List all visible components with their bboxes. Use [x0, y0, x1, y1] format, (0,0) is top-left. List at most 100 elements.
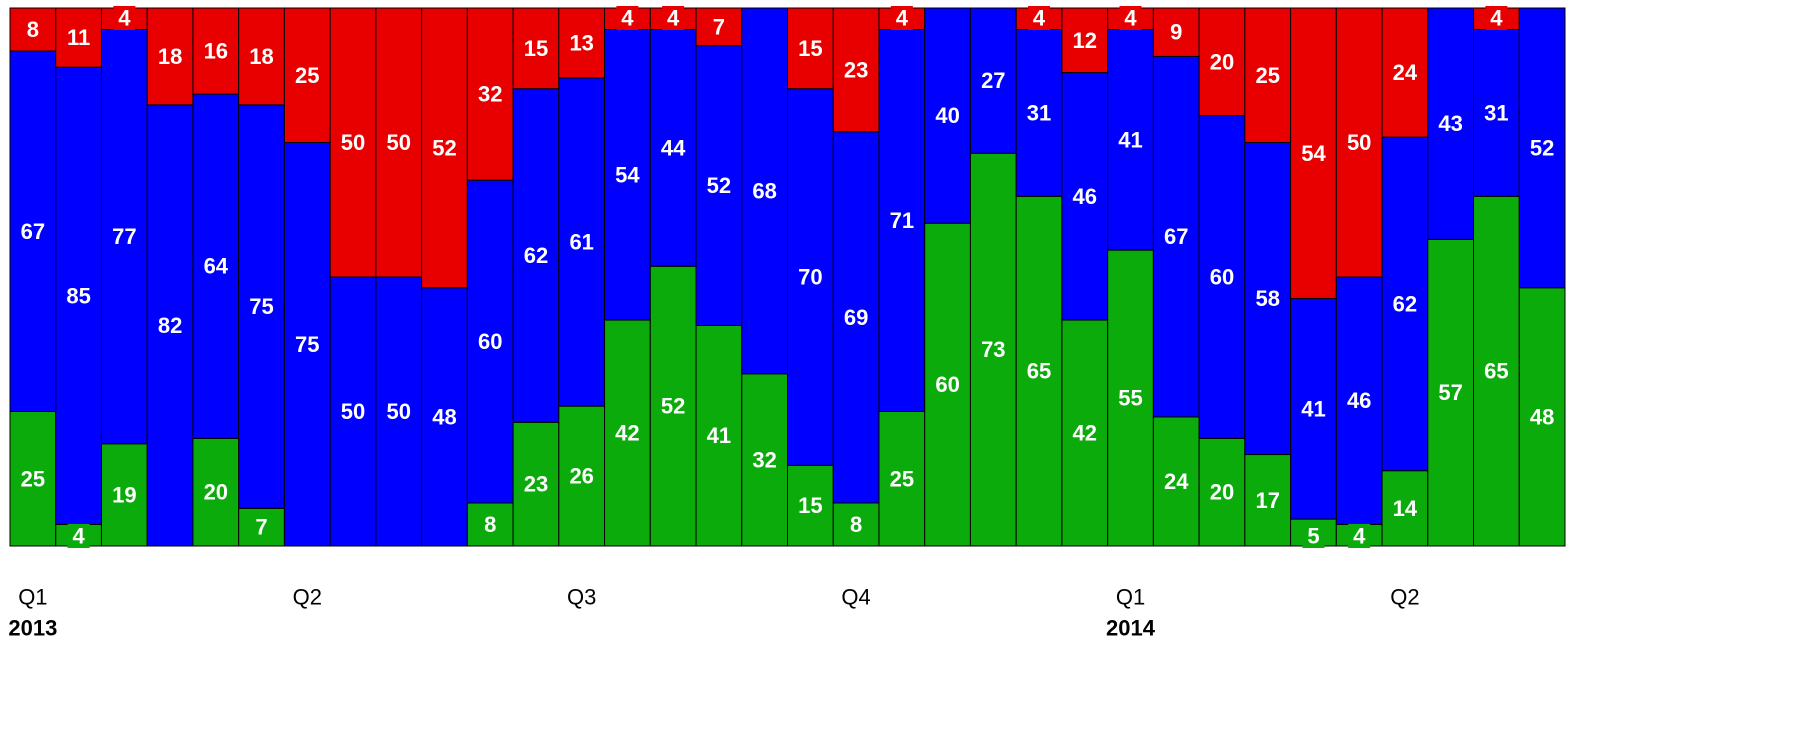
bar-segment [100, 29, 148, 445]
value-label: 25 [890, 466, 914, 491]
value-label: 50 [341, 399, 365, 424]
value-label: 41 [1301, 396, 1325, 421]
bar-segment [1152, 7, 1200, 57]
value-label: 7 [255, 515, 267, 540]
value-label: 42 [1073, 421, 1097, 446]
value-label: 40 [935, 103, 959, 128]
value-label: 15 [798, 36, 822, 61]
value-label: 4 [1124, 6, 1137, 31]
bar-segment [9, 411, 57, 547]
value-label: 44 [661, 135, 686, 160]
value-label: 43 [1438, 111, 1462, 136]
value-label: 17 [1255, 488, 1279, 513]
value-label: 50 [387, 130, 411, 155]
bar-segment [558, 7, 606, 79]
value-label: 60 [1210, 265, 1234, 290]
value-label: 46 [1073, 184, 1097, 209]
value-label: 20 [1210, 49, 1234, 74]
value-label: 16 [204, 39, 228, 64]
value-label: 42 [615, 421, 639, 446]
bar-segment [1335, 276, 1383, 525]
value-label: 52 [1530, 135, 1554, 160]
value-label: 4 [1353, 524, 1366, 549]
bar-segment [1015, 195, 1063, 547]
bar-segment [192, 437, 240, 547]
bar-segment [1061, 72, 1109, 321]
bar-segment [741, 7, 789, 375]
value-label: 26 [569, 464, 593, 489]
value-label: 20 [204, 480, 228, 505]
bar-segment [924, 222, 971, 547]
value-label: 31 [1484, 100, 1508, 125]
value-label: 9 [1170, 20, 1182, 45]
x-tick-label: Q1 [18, 585, 47, 610]
value-label: 41 [1118, 127, 1142, 152]
bar-segment [741, 373, 789, 547]
value-label: 20 [1210, 480, 1234, 505]
value-label: 15 [524, 36, 548, 61]
bar-segment [1473, 29, 1520, 197]
value-label: 32 [752, 447, 776, 472]
value-label: 69 [844, 305, 868, 330]
bar-segment [969, 7, 1017, 154]
value-label: 61 [569, 230, 593, 255]
bar-segment [878, 411, 926, 547]
value-label: 18 [249, 44, 273, 69]
value-label: 18 [158, 44, 182, 69]
value-label: 55 [1118, 386, 1142, 411]
value-label: 46 [1347, 388, 1371, 413]
value-label: 60 [935, 372, 959, 397]
bar-segment [146, 7, 194, 106]
value-label: 60 [478, 329, 502, 354]
bar-segment [238, 507, 285, 547]
value-label: 57 [1438, 380, 1462, 405]
bar-segment [283, 7, 331, 143]
value-label: 77 [112, 224, 136, 249]
bar-segment [649, 265, 697, 547]
label-box [1348, 524, 1371, 548]
label-box [616, 6, 639, 30]
bar-segment [466, 7, 514, 181]
bar-segment [1335, 7, 1383, 278]
value-label: 4 [72, 524, 85, 549]
label-box [662, 6, 685, 30]
value-label: 52 [707, 173, 731, 198]
value-label: 48 [1530, 404, 1554, 429]
value-label: 58 [1255, 286, 1279, 311]
value-label: 12 [1073, 28, 1097, 53]
bar-segment [1244, 7, 1292, 143]
label-box [1119, 6, 1142, 30]
value-label: 25 [21, 466, 45, 491]
value-label: 11 [67, 25, 90, 50]
value-label: 24 [1164, 469, 1189, 494]
bar-segment [1473, 195, 1520, 547]
bar-segment [146, 104, 194, 547]
bar-segment [1290, 298, 1337, 520]
value-label: 64 [204, 254, 229, 279]
bar-segment [9, 50, 57, 412]
value-label: 8 [27, 17, 39, 42]
bar-segment [832, 131, 880, 504]
value-label: 65 [1027, 359, 1051, 384]
bar-segment [421, 7, 468, 289]
value-label: 62 [524, 243, 548, 268]
value-label: 32 [478, 82, 502, 107]
bar-segment [55, 7, 102, 68]
value-label: 73 [981, 337, 1005, 362]
bar-segment [192, 7, 240, 95]
label-box [67, 524, 90, 548]
bar-segment [1015, 29, 1063, 197]
value-label: 4 [1033, 6, 1046, 31]
value-label: 67 [1164, 224, 1188, 249]
value-label: 68 [752, 178, 776, 203]
value-label: 8 [850, 512, 862, 537]
value-label: 5 [1307, 524, 1319, 549]
x-tick-label: Q1 [1116, 585, 1145, 610]
x-tick-label: Q4 [841, 585, 870, 610]
bar-segment [512, 7, 560, 90]
value-label: 15 [798, 493, 822, 518]
value-label: 23 [524, 472, 548, 497]
value-label: 62 [1393, 291, 1417, 316]
